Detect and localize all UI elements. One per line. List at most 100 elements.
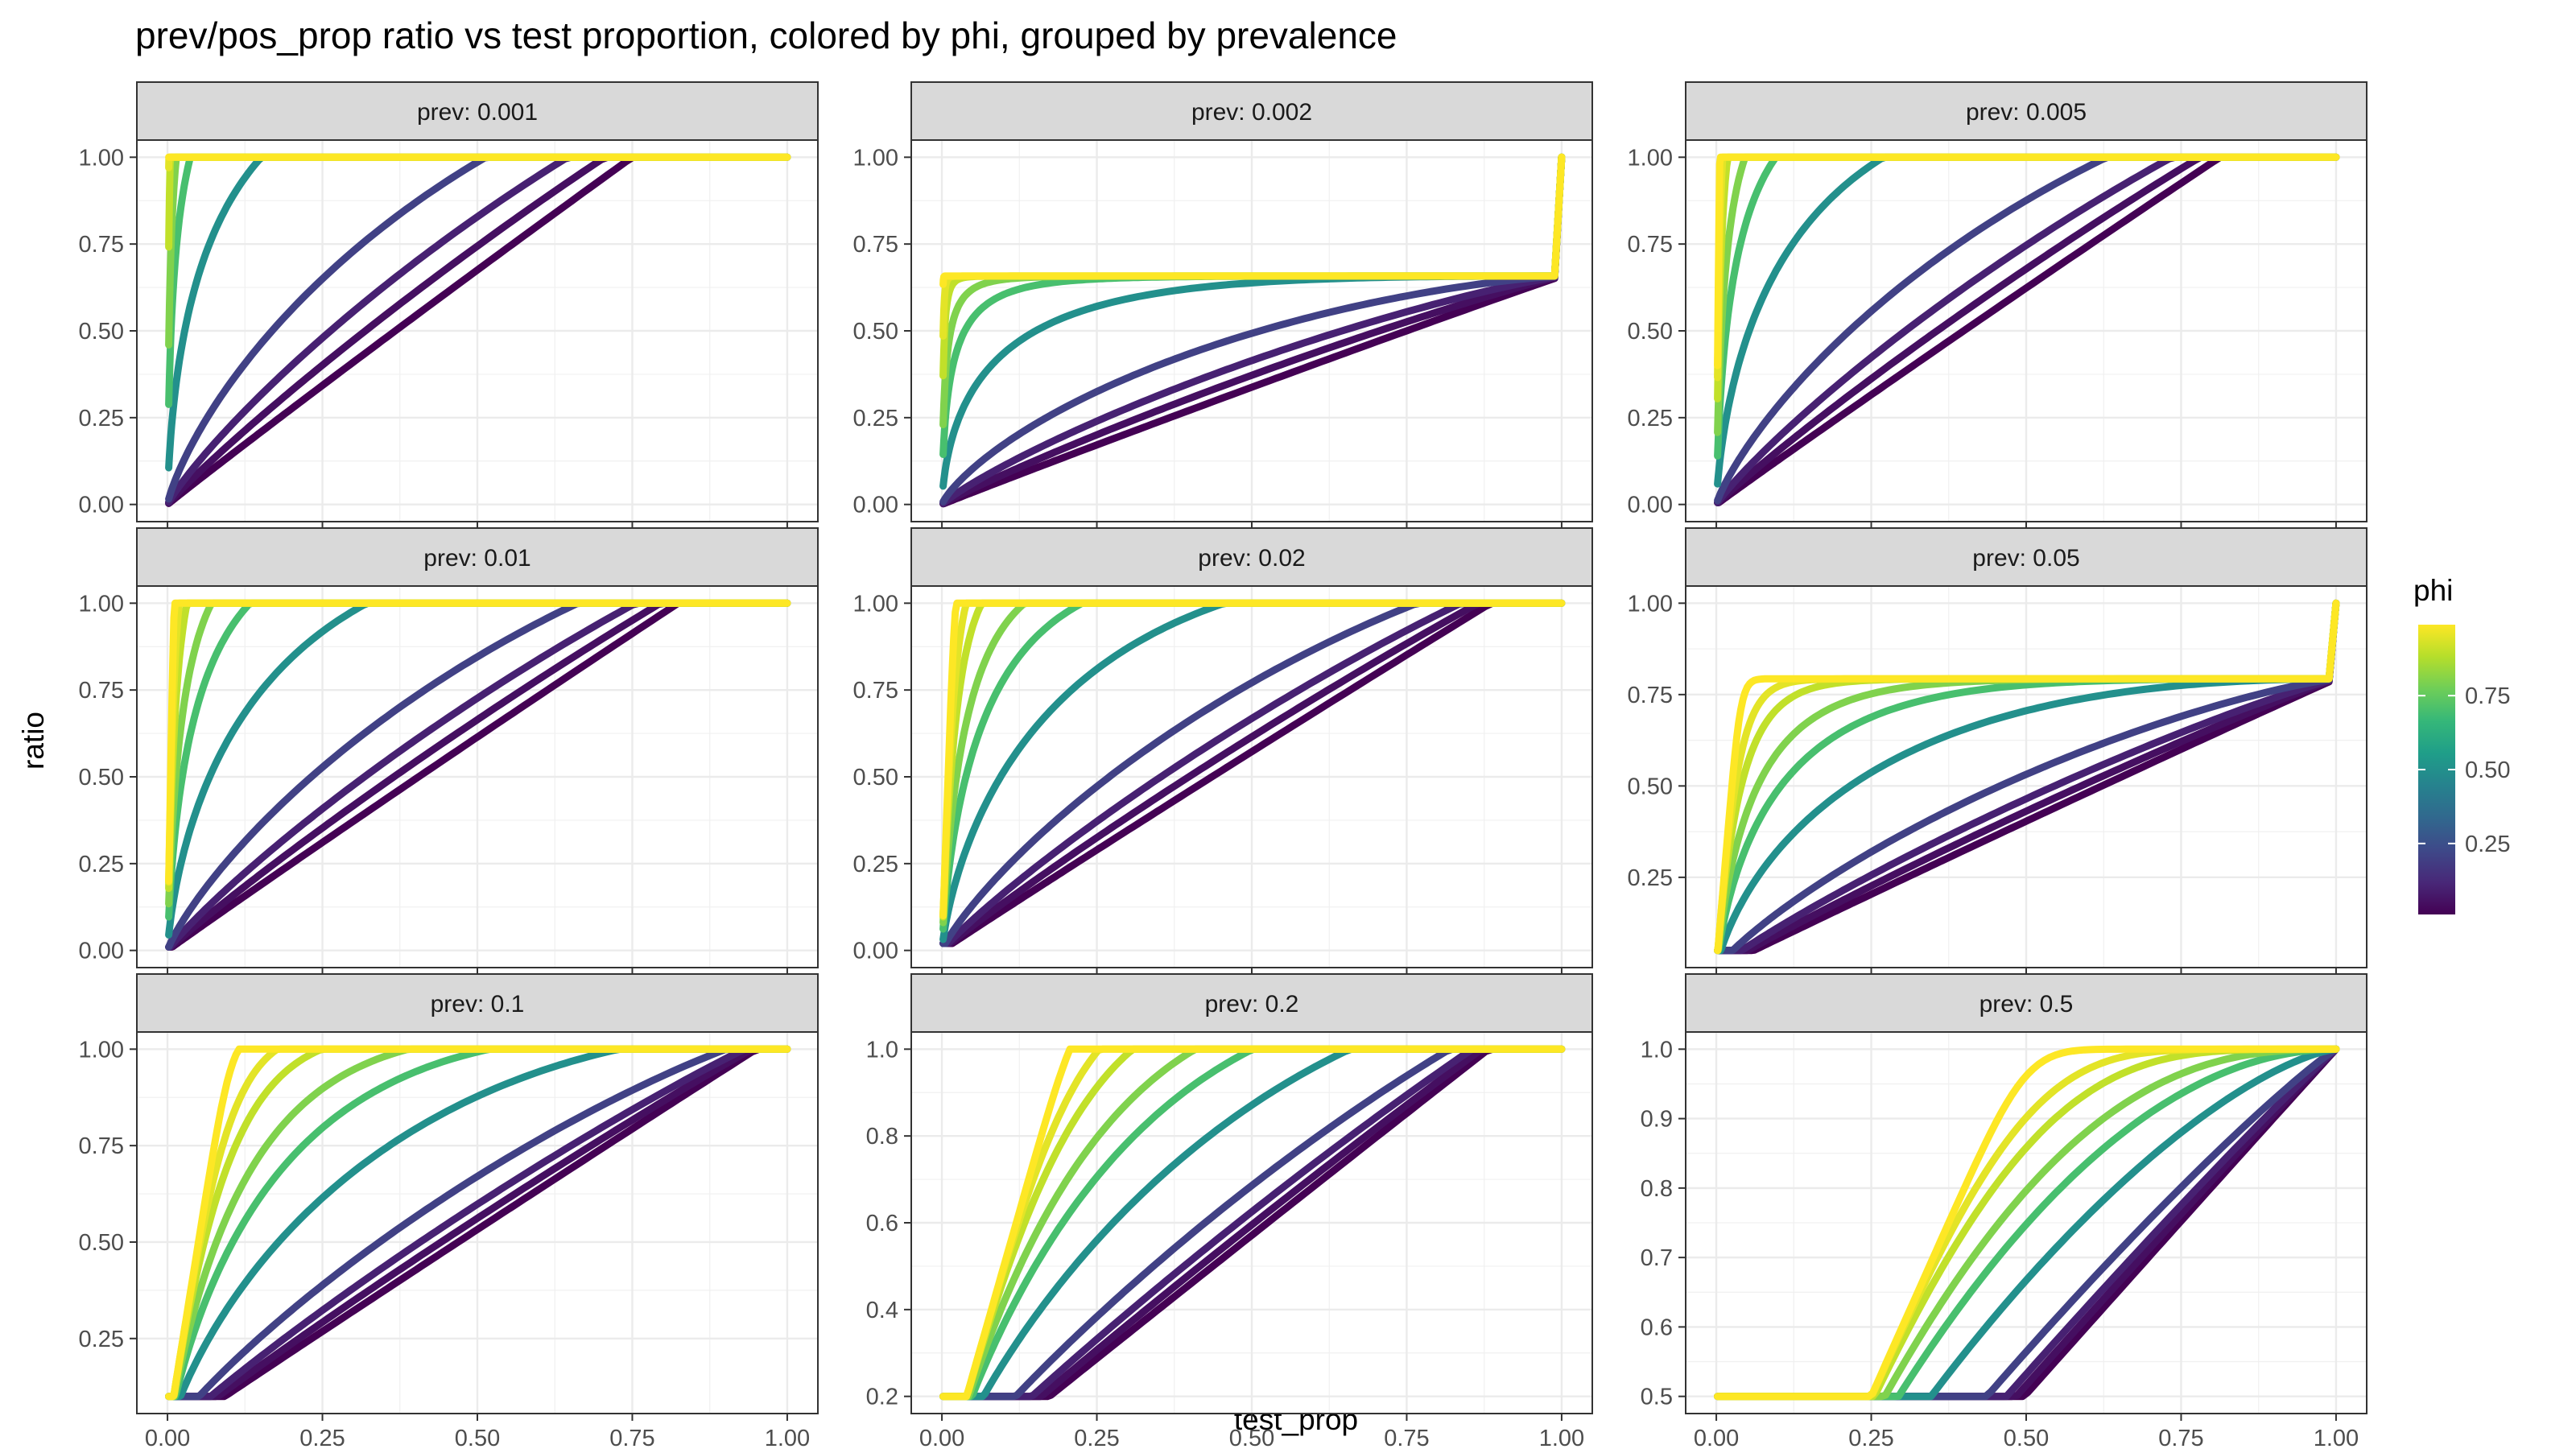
- y-tick-label: 0.25: [1628, 406, 1673, 431]
- facet-strip: [1685, 527, 2368, 587]
- facet-strip: [136, 527, 819, 587]
- series-line: [1714, 599, 2340, 955]
- facet-panel: prev: 0.020.000.250.500.751.000.000.250.…: [853, 527, 1593, 1005]
- y-tick-label: 1.00: [853, 591, 898, 617]
- facet-strip: [1685, 973, 2368, 1033]
- y-tick-label: 0.8: [866, 1124, 898, 1150]
- series-line: [1714, 153, 2340, 369]
- panel-border: [910, 585, 1593, 968]
- facet-strip: [136, 973, 819, 1033]
- y-tick-label: 1.00: [1628, 591, 1673, 617]
- y-tick-label: 0.50: [853, 765, 898, 790]
- legend: 0.25 0.50 0.75: [2418, 625, 2510, 914]
- series-group: [1714, 599, 2340, 955]
- series-line: [939, 599, 1566, 947]
- x-tick-label: 0.00: [145, 1426, 190, 1449]
- series-line: [1714, 599, 2340, 955]
- series-group: [165, 599, 791, 951]
- x-tick-label: 0.00: [1694, 1426, 1739, 1449]
- y-tick-label: 0.00: [853, 939, 898, 964]
- x-tick-label: 0.75: [1384, 1426, 1429, 1449]
- series-line: [939, 153, 1566, 508]
- x-tick-label: 0.50: [2004, 1426, 2049, 1449]
- series-line: [165, 1045, 791, 1401]
- y-tick-label: 1.0: [1641, 1037, 1673, 1063]
- x-tick-label: 0.00: [919, 1426, 964, 1449]
- y-tick-label: 0.25: [853, 852, 898, 877]
- legend-title: phi: [2413, 574, 2453, 607]
- facet-panel: prev: 0.0020.000.250.500.751.000.000.250…: [853, 81, 1593, 559]
- series-line: [939, 599, 1566, 919]
- facet-strip-label: prev: 0.001: [417, 99, 538, 126]
- facet-strip-label: prev: 0.002: [1191, 99, 1312, 126]
- facet-strip-label: prev: 0.02: [1198, 545, 1305, 572]
- panel-border: [910, 139, 1593, 522]
- y-tick-label: 0.75: [1628, 232, 1673, 258]
- facet-panel: prev: 0.1 0.00 0.25 0.50 0.75 1.00 0.25 0.50 0.7…: [79, 973, 819, 1451]
- y-tick-label: 0.5: [1641, 1385, 1673, 1410]
- x-tick-label: 0.25: [1848, 1426, 1893, 1449]
- legend-tick-label: 0.50: [2465, 757, 2510, 783]
- y-tick-label: 0.00: [79, 493, 124, 518]
- x-tick-label: 1.00: [2314, 1426, 2359, 1449]
- y-tick-label: 0.6: [866, 1211, 898, 1236]
- facet-panel: prev: 0.050.000.250.500.751.000.250.500.…: [1628, 527, 2368, 1005]
- series-line: [939, 599, 1566, 947]
- series-group: [939, 153, 1566, 508]
- series-group: [939, 599, 1566, 947]
- y-tick-label: 0.25: [79, 1327, 124, 1352]
- series-line: [165, 599, 791, 951]
- series-line: [939, 153, 1566, 506]
- y-tick-label: 0.75: [1628, 683, 1673, 708]
- y-tick-label: 1.00: [79, 591, 124, 617]
- series-line: [1714, 153, 2340, 506]
- facet-strip-label: prev: 0.05: [1972, 545, 2079, 572]
- legend-tick-label: 0.25: [2465, 832, 2510, 857]
- y-tick-label: 0.75: [79, 232, 124, 258]
- y-tick-label: 0.4: [866, 1298, 898, 1323]
- series-line: [939, 153, 1566, 508]
- y-tick-label: 0.00: [1628, 493, 1673, 518]
- panel-border: [136, 585, 819, 968]
- facet-strip-label: prev: 0.01: [423, 545, 530, 572]
- series-group: [1714, 153, 2340, 506]
- series-group: [165, 1045, 791, 1401]
- series-line: [1714, 599, 2340, 955]
- y-tick-label: 0.50: [1628, 319, 1673, 345]
- legend-tick-label: 0.75: [2465, 683, 2510, 709]
- series-group: [939, 1045, 1566, 1401]
- facet-strip-label: prev: 0.005: [1966, 99, 2087, 126]
- y-tick-label: 0.7: [1641, 1245, 1673, 1271]
- series-line: [1714, 599, 2340, 955]
- series-line: [1714, 599, 2340, 955]
- series-line: [939, 153, 1566, 507]
- x-tick-label: 0.50: [1229, 1426, 1274, 1449]
- y-tick-label: 1.00: [1628, 145, 1673, 171]
- panel-border: [136, 1031, 819, 1414]
- facet-panel: prev: 0.0010.000.250.500.751.000.000.250…: [79, 81, 819, 559]
- facet-strip-label: prev: 0.2: [1205, 991, 1299, 1018]
- facet-panel: prev: 0.5 0.00 0.25 0.50 0.75 1.00 0.5 0.6 0.7 0.…: [1641, 973, 2368, 1451]
- y-tick-label: 0.50: [79, 765, 124, 790]
- y-tick-label: 0.00: [79, 939, 124, 964]
- y-tick-label: 0.25: [79, 406, 124, 431]
- y-tick-label: 0.8: [1641, 1176, 1673, 1202]
- facet-panel: prev: 0.2 0.00 0.25 0.50 0.75 1.00 0.2 0.4 0.6 0.…: [866, 973, 1593, 1451]
- chart-title: prev/pos_prop ratio vs test proportion, …: [135, 14, 1397, 56]
- x-tick-label: 0.75: [609, 1426, 654, 1449]
- y-tick-label: 0.50: [1628, 774, 1673, 799]
- y-tick-label: 0.50: [79, 1230, 124, 1256]
- series-group: [165, 153, 791, 507]
- series-line: [939, 1045, 1566, 1401]
- x-tick-label: 0.75: [2158, 1426, 2203, 1449]
- facet-strip-label: prev: 0.1: [431, 991, 525, 1018]
- series-line: [165, 599, 791, 885]
- series-group: [1714, 1045, 2340, 1401]
- y-tick-label: 0.25: [853, 406, 898, 431]
- series-line: [939, 153, 1566, 288]
- facet-strip: [1685, 81, 2368, 141]
- facet-strip-label: prev: 0.5: [1979, 991, 2074, 1018]
- y-tick-label: 1.00: [79, 145, 124, 171]
